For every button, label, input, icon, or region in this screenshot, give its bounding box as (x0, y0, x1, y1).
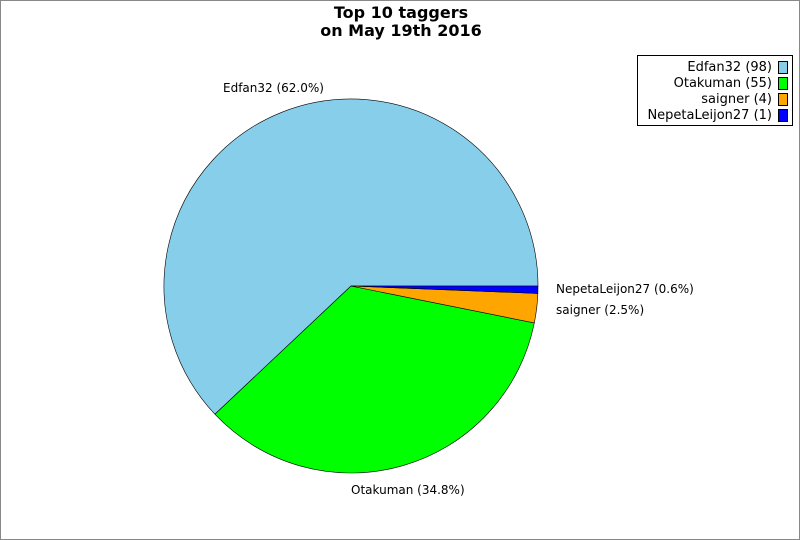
legend: Edfan32 (98) Otakuman (55) saigner (4) N… (637, 55, 793, 126)
legend-label: Otakuman (55) (673, 75, 772, 91)
pie-slice-nepetaleijon27 (350, 285, 539, 294)
chart-title-line1: Top 10 taggers (333, 3, 469, 22)
legend-label: Edfan32 (98) (687, 59, 772, 75)
legend-label: saigner (4) (701, 91, 772, 107)
pie-slice-edfan32 (163, 98, 539, 415)
legend-item: NepetaLeijon27 (1) (647, 107, 788, 123)
chart-title-line2: on May 19th 2016 (320, 21, 482, 40)
legend-label: NepetaLeijon27 (1) (647, 107, 772, 123)
slice-label-otakuman: Otakuman (34.8%) (351, 483, 465, 497)
pie-slice-otakuman (214, 285, 535, 474)
legend-swatch (778, 108, 788, 122)
slice-label-edfan32: Edfan32 (62.0%) (223, 81, 324, 95)
legend-swatch (778, 60, 788, 74)
slice-label-saigner: saigner (2.5%) (556, 303, 645, 317)
legend-item: saigner (4) (701, 91, 788, 107)
legend-swatch (778, 92, 788, 106)
legend-swatch (778, 76, 788, 90)
slice-label-nepetaleijon27: NepetaLeijon27 (0.6%) (556, 282, 694, 296)
legend-item: Edfan32 (98) (687, 59, 788, 75)
legend-item: Otakuman (55) (674, 75, 788, 91)
